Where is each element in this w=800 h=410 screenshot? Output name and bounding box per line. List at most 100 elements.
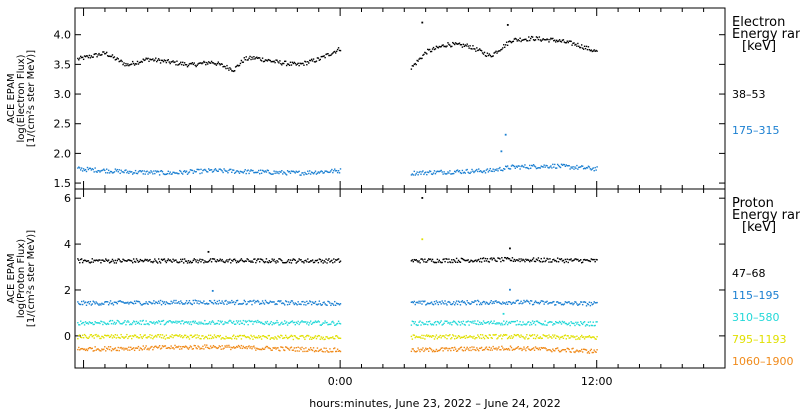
data-point xyxy=(90,169,93,171)
data-point xyxy=(530,321,532,324)
data-point xyxy=(199,337,201,340)
data-point xyxy=(533,39,536,42)
data-point xyxy=(308,348,310,351)
data-point xyxy=(121,301,123,303)
data-point xyxy=(87,260,90,262)
data-point xyxy=(168,337,170,339)
data-point xyxy=(570,166,572,168)
data-point xyxy=(182,262,185,264)
data-point xyxy=(504,348,507,351)
data-point xyxy=(122,63,124,66)
data-point xyxy=(179,334,181,336)
data-point xyxy=(454,42,457,44)
data-point xyxy=(558,258,561,260)
data-point xyxy=(479,49,482,51)
data-point xyxy=(448,347,450,350)
data-point xyxy=(103,51,105,53)
data-point xyxy=(451,303,453,306)
data-point xyxy=(114,323,117,325)
data-point xyxy=(539,301,542,304)
data-point xyxy=(468,172,470,174)
data-point xyxy=(284,60,286,63)
data-point xyxy=(565,260,568,263)
data-point xyxy=(564,322,567,325)
data-point xyxy=(522,258,524,261)
data-point xyxy=(261,347,264,350)
data-point xyxy=(578,351,580,353)
data-point xyxy=(438,170,440,173)
data-point xyxy=(81,347,84,350)
data-point xyxy=(123,259,125,261)
data-point xyxy=(512,260,515,263)
data-point xyxy=(558,338,561,340)
data-point xyxy=(484,172,487,174)
data-point xyxy=(235,65,238,67)
data-point xyxy=(125,301,127,304)
data-point xyxy=(416,336,418,338)
data-point xyxy=(531,334,534,336)
data-point xyxy=(96,335,98,338)
data-point xyxy=(136,259,139,262)
data-point xyxy=(211,336,214,338)
data-point xyxy=(285,261,288,264)
data-point xyxy=(98,52,100,55)
data-point xyxy=(519,347,521,350)
data-point xyxy=(108,55,111,57)
data-point xyxy=(275,348,277,350)
data-point xyxy=(439,301,441,303)
data-point xyxy=(161,259,164,261)
data-point xyxy=(448,172,450,174)
data-point xyxy=(500,169,502,171)
data-point xyxy=(165,301,168,303)
data-point xyxy=(216,322,219,325)
data-point xyxy=(520,165,522,168)
data-point xyxy=(178,172,180,175)
data-point xyxy=(500,260,502,263)
data-point xyxy=(280,322,282,325)
data-point xyxy=(451,324,453,326)
data-point xyxy=(147,173,149,175)
data-point xyxy=(506,337,509,340)
data-point xyxy=(102,51,104,53)
data-point xyxy=(583,348,586,351)
data-point xyxy=(440,303,442,305)
data-point xyxy=(145,345,147,347)
data-point xyxy=(250,261,252,263)
data-point xyxy=(504,323,506,326)
data-point xyxy=(471,168,473,171)
data-point xyxy=(91,322,93,324)
data-point xyxy=(88,54,91,57)
data-point xyxy=(309,59,311,62)
data-point xyxy=(85,170,88,173)
data-point xyxy=(546,300,548,303)
data-point xyxy=(296,337,298,339)
data-point xyxy=(219,334,221,337)
data-point xyxy=(79,324,81,326)
data-point xyxy=(502,259,504,262)
data-point xyxy=(136,172,139,175)
data-point xyxy=(184,302,187,304)
data-point xyxy=(188,323,191,325)
data-point xyxy=(198,259,200,262)
data-point xyxy=(580,262,583,264)
data-point xyxy=(497,323,499,325)
data-point xyxy=(144,59,146,61)
data-point xyxy=(113,321,116,324)
data-point xyxy=(139,302,142,305)
data-point xyxy=(528,167,530,170)
data-point xyxy=(152,58,154,60)
data-point xyxy=(156,262,159,264)
data-point xyxy=(93,337,95,339)
data-point xyxy=(576,303,578,305)
data-point xyxy=(155,301,157,303)
data-point xyxy=(187,260,190,262)
data-point xyxy=(119,337,121,339)
data-point xyxy=(319,338,322,340)
data-point xyxy=(103,321,105,323)
data-point xyxy=(199,348,201,350)
data-point xyxy=(591,324,593,327)
data-point xyxy=(536,347,539,350)
data-point xyxy=(233,337,236,340)
data-point xyxy=(170,260,172,262)
data-point xyxy=(489,334,491,336)
